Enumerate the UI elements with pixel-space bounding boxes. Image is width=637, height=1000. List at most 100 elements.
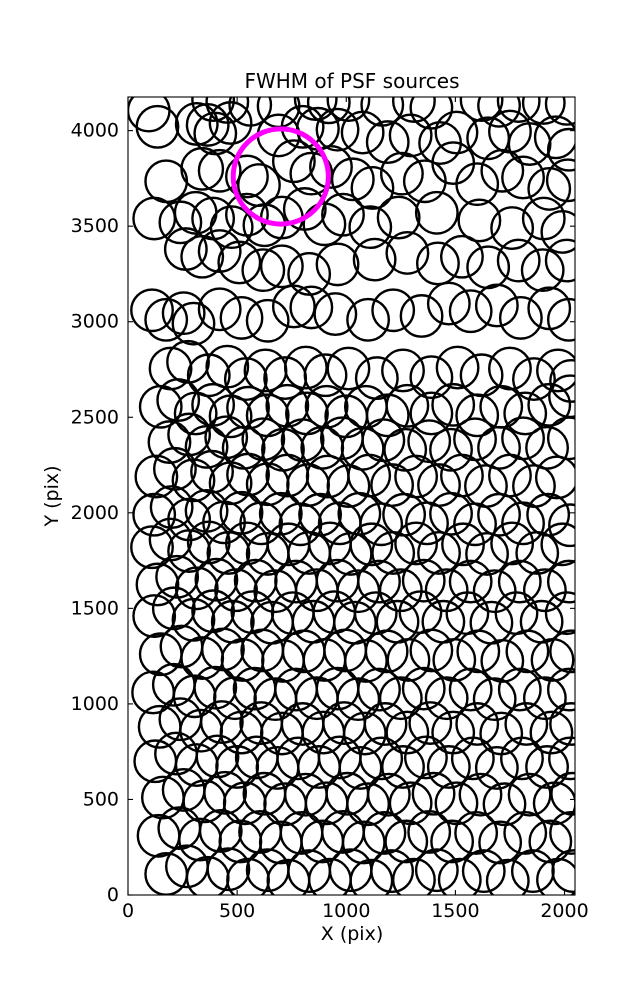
psf-source-marker bbox=[348, 205, 393, 250]
psf-source-marker bbox=[525, 425, 569, 470]
psf-source-marker bbox=[441, 522, 485, 567]
psf-source-marker bbox=[401, 558, 446, 603]
psf-source-marker bbox=[326, 97, 371, 122]
x-tick-label: 0 bbox=[122, 900, 134, 922]
selected-source-highlight-circle[interactable] bbox=[230, 126, 331, 227]
psf-source-marker bbox=[530, 638, 575, 682]
psf-source-marker bbox=[149, 485, 194, 530]
psf-source-marker bbox=[303, 353, 348, 398]
psf-source-marker bbox=[130, 288, 174, 333]
psf-source-marker bbox=[437, 857, 482, 895]
psf-source-marker bbox=[217, 240, 262, 285]
psf-source-marker bbox=[378, 676, 423, 721]
x-tick-label: 1500 bbox=[431, 900, 479, 922]
psf-source-marker bbox=[434, 110, 479, 155]
psf-source-marker bbox=[219, 295, 264, 340]
psf-source-marker bbox=[365, 393, 410, 438]
psf-source-marker bbox=[435, 345, 480, 390]
psf-source-marker bbox=[386, 638, 431, 682]
psf-source-marker bbox=[171, 597, 216, 642]
psf-source-marker bbox=[546, 297, 575, 342]
psf-source-marker bbox=[550, 771, 575, 816]
psf-source-marker bbox=[540, 209, 575, 254]
psf-source-marker bbox=[340, 110, 385, 155]
psf-source-marker bbox=[429, 491, 473, 536]
psf-source-marker bbox=[480, 638, 525, 683]
psf-source-marker bbox=[540, 522, 575, 567]
psf-source-marker bbox=[193, 665, 238, 710]
psf-source-marker bbox=[144, 297, 189, 342]
psf-source-marker bbox=[469, 600, 514, 645]
psf-source-marker bbox=[385, 383, 430, 428]
psf-source-marker bbox=[546, 559, 575, 604]
psf-source-marker bbox=[440, 234, 484, 279]
psf-source-marker bbox=[226, 452, 270, 497]
psf-source-marker bbox=[330, 157, 375, 202]
axes-frame bbox=[127, 96, 576, 896]
psf-source-marker bbox=[445, 591, 490, 636]
psf-source-marker bbox=[488, 346, 532, 391]
psf-source-marker bbox=[409, 391, 454, 436]
psf-source-marker bbox=[497, 559, 542, 604]
tick-layer: 0 500 1000 1500 2000 0 500 1000 1500 2000 2500 3000… bbox=[71, 97, 589, 922]
psf-source-marker bbox=[434, 781, 479, 826]
psf-source-marker bbox=[536, 857, 575, 895]
psf-source-marker bbox=[545, 158, 575, 203]
psf-source-marker bbox=[485, 858, 530, 895]
psf-source-marker bbox=[156, 378, 201, 422]
psf-source-marker bbox=[415, 241, 460, 286]
psf-source-marker bbox=[527, 382, 572, 427]
psf-source-marker bbox=[158, 200, 203, 245]
y-tick-label: 0 bbox=[107, 884, 119, 906]
psf-source-marker bbox=[533, 115, 575, 160]
y-tick-label: 1000 bbox=[71, 693, 119, 715]
psf-source-marker bbox=[357, 667, 401, 712]
psf-source-marker bbox=[549, 810, 575, 855]
psf-source-marker bbox=[315, 242, 360, 287]
psf-source-marker bbox=[350, 166, 395, 210]
psf-source-marker bbox=[381, 745, 425, 789]
psf-source-marker bbox=[431, 382, 476, 427]
title-group: FWHM of PSF sources bbox=[244, 69, 459, 93]
psf-source-marker bbox=[363, 702, 408, 746]
psf-source-marker bbox=[414, 190, 459, 235]
psf-source-marker bbox=[496, 238, 541, 283]
x-tick-label: 2000 bbox=[540, 900, 588, 922]
y-tick-label: 3000 bbox=[71, 311, 119, 333]
psf-source-marker bbox=[472, 677, 517, 722]
psf-source-marker bbox=[478, 820, 523, 865]
psf-source-marker bbox=[503, 810, 548, 855]
psf-source-marker bbox=[520, 248, 565, 293]
psf-source-marker bbox=[385, 710, 430, 755]
psf-source-marker bbox=[195, 734, 240, 779]
psf-source-marker bbox=[370, 463, 415, 508]
psf-source-marker bbox=[375, 599, 420, 644]
psf-source-marker bbox=[549, 629, 575, 674]
psf-source-marker bbox=[465, 531, 509, 576]
psf-source-marker bbox=[315, 107, 360, 152]
psf-source-marker bbox=[454, 810, 499, 855]
psf-source-marker bbox=[488, 453, 532, 498]
y-tick-label: 2000 bbox=[71, 502, 119, 524]
psf-source-marker bbox=[548, 503, 575, 548]
psf-source-marker bbox=[527, 166, 572, 211]
psf-source-marker bbox=[522, 568, 567, 613]
psf-source-marker bbox=[421, 599, 466, 644]
data-points-layer bbox=[128, 97, 575, 895]
psf-source-marker bbox=[477, 492, 521, 537]
plot-border bbox=[127, 96, 576, 896]
y-tick-label: 4000 bbox=[71, 120, 119, 142]
psf-source-marker bbox=[206, 847, 251, 892]
psf-source-marker bbox=[223, 357, 268, 401]
psf-source-marker bbox=[191, 97, 236, 122]
psf-source-marker bbox=[359, 502, 404, 547]
psf-source-marker bbox=[289, 285, 334, 330]
psf-source-marker bbox=[135, 104, 180, 149]
psf-source-marker bbox=[391, 857, 436, 895]
psf-source-marker bbox=[409, 628, 454, 673]
psf-source-marker bbox=[394, 521, 439, 566]
psf-source-marker bbox=[429, 427, 473, 472]
psf-source-marker bbox=[180, 234, 225, 279]
